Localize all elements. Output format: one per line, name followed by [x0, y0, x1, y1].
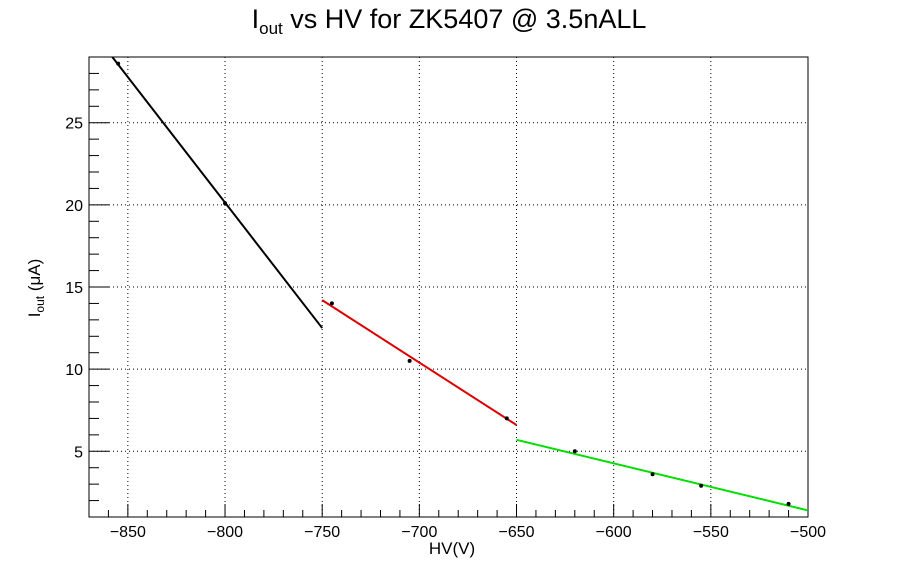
- fit-line: [111, 56, 323, 329]
- y-axis-label: Iout (μA): [25, 259, 47, 318]
- chart-title-sub: out: [259, 19, 283, 38]
- data-point: [116, 61, 121, 66]
- y-tick-labels: 5 10 15 20 25: [65, 116, 83, 462]
- x-tick-label: −850: [110, 524, 146, 541]
- y-tick-label: 20: [65, 198, 83, 215]
- data-points: [116, 61, 791, 506]
- data-point: [504, 416, 509, 421]
- data-point: [699, 483, 704, 488]
- data-point: [223, 201, 228, 206]
- x-tick-label: −750: [304, 524, 340, 541]
- y-tick-label: 5: [74, 444, 83, 461]
- x-tick-label: −600: [596, 524, 632, 541]
- fit-lines: [111, 56, 809, 512]
- x-tick-label: −700: [401, 524, 437, 541]
- data-point: [786, 501, 791, 506]
- chart-title-rest: vs HV for ZK5407 @ 3.5nALL: [283, 4, 647, 34]
- data-point: [650, 472, 655, 477]
- x-tick-label: −500: [790, 524, 826, 541]
- y-axis-label-rest: (μA): [25, 259, 44, 296]
- chart-title-main: I: [252, 4, 260, 34]
- data-point: [572, 449, 577, 454]
- data-point: [407, 358, 412, 363]
- x-tick-label: −650: [498, 524, 534, 541]
- y-tick-label: 15: [65, 280, 83, 297]
- y-axis-label-sub: out: [33, 295, 47, 312]
- chart-title: Iout vs HV for ZK5407 @ 3.5nALL: [252, 4, 647, 38]
- x-tick-label: −550: [693, 524, 729, 541]
- axis-ticks: [88, 56, 809, 518]
- y-tick-label: 10: [65, 362, 83, 379]
- x-tick-label: −800: [207, 524, 243, 541]
- fit-line: [516, 438, 809, 512]
- y-tick-label: 25: [65, 116, 83, 133]
- data-point: [329, 301, 334, 306]
- x-axis-label: HV(V): [429, 539, 475, 558]
- y-axis-label-main: I: [25, 313, 44, 318]
- x-tick-labels: −850 −800 −750 −700 −650 −600 −550 −500: [110, 524, 826, 541]
- plot-frame: [88, 56, 809, 518]
- fit-line: [321, 299, 518, 426]
- grid: [89, 57, 808, 517]
